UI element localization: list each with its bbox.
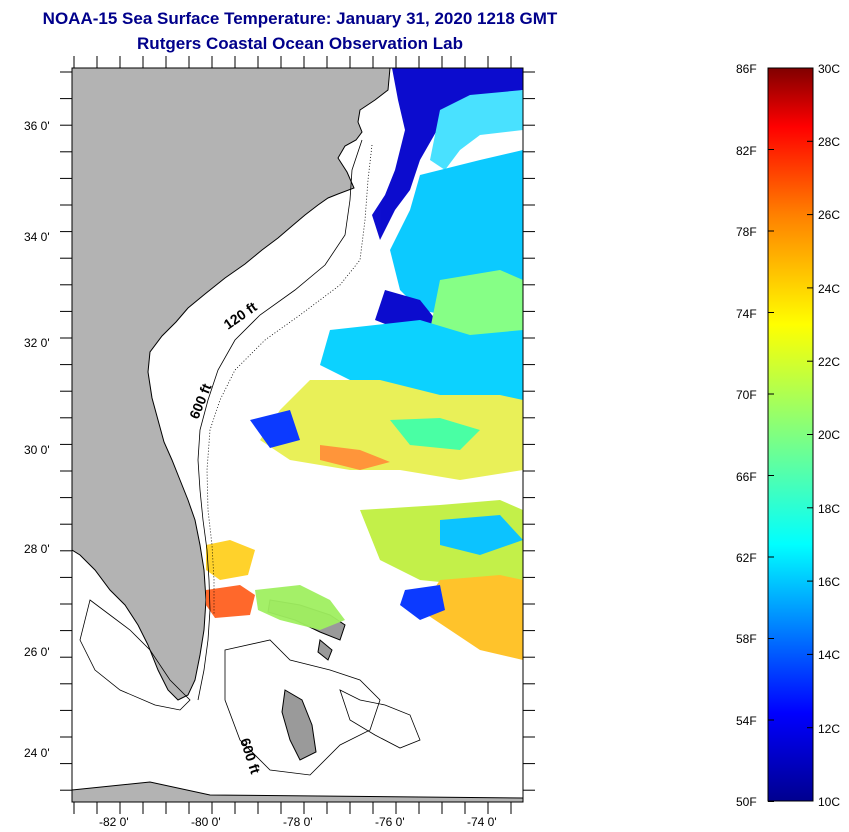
colorbar-f-70: 70F (736, 388, 757, 402)
map-frame (71, 67, 524, 803)
colorbar-f-66: 66F (736, 470, 757, 484)
lon-label-78: -78 0' (283, 815, 313, 829)
colorbar-f-74: 74F (736, 307, 757, 321)
lat-label-36: 36 0' (24, 119, 50, 133)
lat-label-30: 30 0' (24, 443, 50, 457)
colorbar-c-12: 12C (818, 722, 840, 736)
colorbar-gradient (767, 67, 814, 802)
lat-label-24: 24 0' (24, 746, 50, 760)
colorbar-c-14: 14C (818, 648, 840, 662)
lat-label-28: 28 0' (24, 542, 50, 556)
colorbar-c-24: 24C (818, 282, 840, 296)
colorbar-f-78: 78F (736, 225, 757, 239)
colorbar-c-30: 30C (818, 62, 840, 76)
latitude-labels: 36 0' 34 0' 32 0' 30 0' 28 0' 26 0' 24 0… (24, 119, 50, 760)
map-title-line1: NOAA-15 Sea Surface Temperature: January… (42, 9, 558, 28)
colorbar-c-10: 10C (818, 795, 840, 809)
colorbar-c-28: 28C (818, 135, 840, 149)
longitude-labels: -82 0' -80 0' -78 0' -76 0' -74 0' (99, 815, 497, 829)
map-title-line2: Rutgers Coastal Ocean Observation Lab (137, 34, 463, 53)
colorbar-c-22: 22C (818, 355, 840, 369)
colorbar-f-86: 86F (736, 62, 757, 76)
colorbar-f-58: 58F (736, 632, 757, 646)
colorbar-c-16: 16C (818, 575, 840, 589)
lat-label-26: 26 0' (24, 645, 50, 659)
colorbar-c-20: 20C (818, 428, 840, 442)
land-mass (72, 68, 391, 701)
lat-label-34: 34 0' (24, 230, 50, 244)
colorbar-c-26: 26C (818, 208, 840, 222)
lon-label-74: -74 0' (467, 815, 497, 829)
map-area (72, 68, 523, 802)
colorbar: 86F 82F 78F 74F 70F 66F 62F 58F 54F 50F … (736, 62, 840, 809)
colorbar-f-50: 50F (736, 795, 757, 809)
sst-data-overlay (206, 68, 523, 660)
colorbar-f-54: 54F (736, 714, 757, 728)
lon-label-80: -80 0' (191, 815, 221, 829)
colorbar-f-82: 82F (736, 144, 757, 158)
map-ticks (60, 56, 535, 814)
lon-label-76: -76 0' (375, 815, 405, 829)
lat-label-32: 32 0' (24, 336, 50, 350)
colorbar-f-62: 62F (736, 551, 757, 565)
lon-label-82: -82 0' (99, 815, 129, 829)
colorbar-c-18: 18C (818, 502, 840, 516)
